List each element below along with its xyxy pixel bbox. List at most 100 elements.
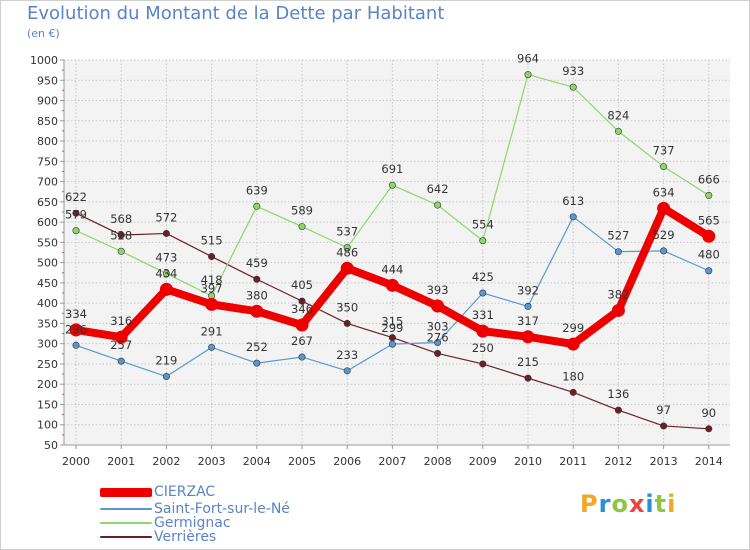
data-label-verri-res: 180 <box>562 369 584 383</box>
data-point-verri-res <box>660 422 668 430</box>
data-label-saint-fort-sur-le-n-: 425 <box>472 270 494 284</box>
data-point-verri-res <box>524 374 532 382</box>
y-tick-label: 100 <box>37 419 58 432</box>
logo-letter: o <box>611 490 629 518</box>
y-tick-label: 150 <box>37 398 58 411</box>
series-lines <box>69 71 716 433</box>
x-tick-label: 2001 <box>107 455 135 468</box>
data-point-germignac <box>162 270 170 278</box>
data-point-germignac <box>614 127 622 135</box>
data-label-verri-res: 459 <box>246 256 268 270</box>
data-label-cierzac: 634 <box>653 185 675 199</box>
data-label-germignac: 639 <box>246 183 268 197</box>
data-point-cierzac <box>340 261 354 275</box>
data-label-cierzac: 316 <box>110 314 132 328</box>
data-label-cierzac: 397 <box>201 281 223 295</box>
data-label-saint-fort-sur-le-n-: 233 <box>336 348 358 362</box>
data-label-verri-res: 515 <box>201 234 223 248</box>
y-tick-label: 1000 <box>30 54 58 67</box>
logo-letter: x <box>628 490 646 518</box>
data-point-cierzac <box>159 282 173 296</box>
data-label-saint-fort-sur-le-n-: 613 <box>562 194 584 208</box>
data-label-germignac: 473 <box>155 251 177 265</box>
data-label-germignac: 691 <box>381 162 403 176</box>
legend-item-germignac[interactable]: Germignac <box>100 515 231 531</box>
y-tick-label: 500 <box>37 257 58 270</box>
logo-letter: i <box>667 490 677 518</box>
data-point-cierzac <box>566 337 580 351</box>
data-label-saint-fort-sur-le-n-: 480 <box>698 248 720 262</box>
y-tick-label: 350 <box>37 317 58 330</box>
legend-label-verrieres: Verrières <box>154 529 217 545</box>
data-label-saint-fort-sur-le-n-: 529 <box>653 228 675 242</box>
legend-item-cierzac[interactable]: CIERZAC <box>100 484 215 500</box>
x-tick-label: 2010 <box>514 455 542 468</box>
x-tick-label: 2005 <box>288 455 316 468</box>
legend-item-saint-fort[interactable]: Saint-Fort-sur-le-Né <box>100 501 290 517</box>
y-tick-label: 950 <box>37 74 58 87</box>
data-point-verri-res <box>388 334 396 342</box>
data-label-germignac: 642 <box>427 182 449 196</box>
chart-unit: (en €) <box>27 27 60 40</box>
data-label-cierzac: 346 <box>291 302 313 316</box>
data-point-verri-res <box>705 425 713 433</box>
data-point-germignac <box>660 163 668 171</box>
data-label-verri-res: 572 <box>155 210 177 224</box>
data-point-saint-fort-sur-le-n- <box>524 302 532 310</box>
data-label-cierzac: 299 <box>562 321 584 335</box>
y-tick-label: 550 <box>37 236 58 249</box>
logo-letter: r <box>598 490 612 518</box>
data-label-saint-fort-sur-le-n-: 291 <box>201 324 223 338</box>
data-label-saint-fort-sur-le-n-: 267 <box>291 334 313 348</box>
legend-swatch-cierzac <box>100 487 152 497</box>
legend-swatch-verrieres <box>100 536 152 538</box>
data-label-cierzac: 434 <box>155 266 177 280</box>
data-label-verri-res: 568 <box>110 212 132 226</box>
data-point-saint-fort-sur-le-n- <box>208 343 216 351</box>
y-tick-label: 300 <box>37 338 58 351</box>
data-point-verri-res <box>253 275 261 283</box>
x-tick-label: 2014 <box>695 455 723 468</box>
data-point-cierzac <box>295 318 309 332</box>
data-label-saint-fort-sur-le-n-: 299 <box>381 321 403 335</box>
y-tick-label: 600 <box>37 216 58 229</box>
legend-label-saint-fort: Saint-Fort-sur-le-Né <box>154 501 290 517</box>
y-tick-label: 650 <box>37 196 58 209</box>
data-point-saint-fort-sur-le-n- <box>569 213 577 221</box>
x-tick-label: 2008 <box>424 455 452 468</box>
data-label-germignac: 579 <box>65 208 87 222</box>
y-tick-label: 800 <box>37 135 58 148</box>
data-point-cierzac <box>385 278 399 292</box>
data-label-cierzac: 317 <box>517 314 539 328</box>
data-point-saint-fort-sur-le-n- <box>72 341 80 349</box>
data-label-verri-res: 250 <box>472 341 494 355</box>
data-point-cierzac <box>250 304 264 318</box>
data-point-germignac <box>72 227 80 235</box>
data-label-cierzac: 331 <box>472 308 494 322</box>
data-point-saint-fort-sur-le-n- <box>479 289 487 297</box>
data-point-cierzac <box>431 299 445 313</box>
data-point-germignac <box>253 202 261 210</box>
data-label-verri-res: 276 <box>427 330 449 344</box>
y-tick-label: 700 <box>37 176 58 189</box>
data-label-germignac: 964 <box>517 52 539 66</box>
legend-item-verrieres[interactable]: Verrières <box>100 529 216 545</box>
data-label-verri-res: 90 <box>701 406 716 420</box>
data-label-saint-fort-sur-le-n-: 219 <box>155 354 177 368</box>
y-tick-label: 850 <box>37 115 58 128</box>
logo-letter: t <box>654 490 668 518</box>
data-point-verri-res <box>614 406 622 414</box>
data-point-saint-fort-sur-le-n- <box>614 248 622 256</box>
data-point-germignac <box>479 237 487 245</box>
data-point-cierzac <box>702 229 716 243</box>
data-label-verri-res: 405 <box>291 278 313 292</box>
data-label-germignac: 824 <box>607 108 629 122</box>
x-tick-label: 2013 <box>650 455 678 468</box>
x-tick-label: 2007 <box>378 455 406 468</box>
data-label-cierzac: 382 <box>607 287 629 301</box>
data-point-germignac <box>388 181 396 189</box>
x-tick-label: 2000 <box>62 455 90 468</box>
y-tick-label: 250 <box>37 358 58 371</box>
data-point-germignac <box>117 247 125 255</box>
data-point-saint-fort-sur-le-n- <box>162 373 170 381</box>
